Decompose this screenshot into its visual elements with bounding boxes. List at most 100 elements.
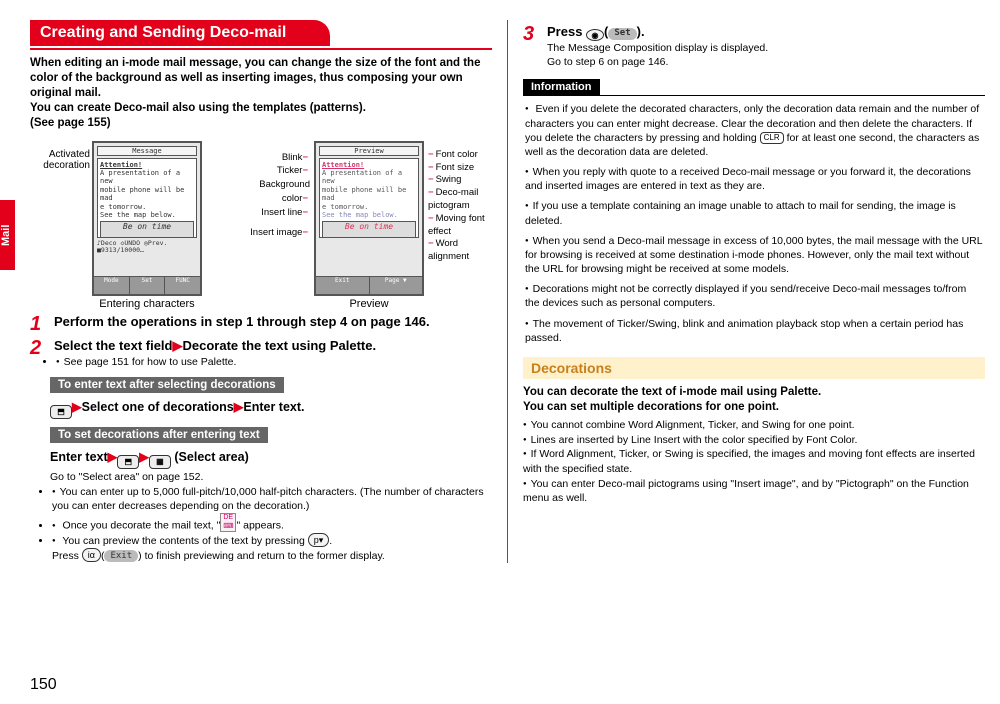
info-item-1: Even if you delete the decorated charact… — [525, 102, 983, 159]
page-number: 150 — [30, 676, 57, 694]
decorations-bullets: You cannot combine Word Alignment, Ticke… — [523, 418, 985, 506]
softkey-exit: Exit — [316, 277, 369, 294]
decorations-heading: Decorations — [523, 357, 985, 379]
section-title: Creating and Sending Deco-mail — [30, 20, 330, 46]
palette-icon: ⬒ — [50, 405, 72, 419]
sub-heading-deco-after-text: To set decorations after entering text — [50, 427, 268, 443]
side-tab-mail: Mail — [0, 200, 15, 270]
decorations-intro: You can decorate the text of i-mode mail… — [523, 385, 985, 416]
screen-line4: See the map below. — [100, 211, 176, 219]
palette-icon-2: ⬒ — [117, 455, 139, 469]
right-column: 3 Press ◉(Set). The Message Composition … — [523, 20, 985, 563]
step-3-note-2: Go to step 6 on page 146. — [547, 55, 768, 69]
screen-topbar-prev: Preview — [319, 146, 419, 156]
softkey-func: FUNC — [164, 277, 200, 294]
column-divider — [507, 20, 508, 563]
sub2-b: (Select area) — [174, 450, 248, 464]
sub2-a: Enter text — [50, 450, 108, 464]
step-3-title: Press ◉(Set). — [547, 24, 768, 41]
step-1-number: 1 — [30, 314, 50, 334]
prev-line4: See the map below. — [322, 211, 398, 219]
caption-preview: Preview — [314, 298, 424, 310]
prev-attn: Attention! — [322, 161, 364, 169]
label-moving-font: Moving font effect — [428, 213, 485, 237]
step-3-number: 3 — [523, 24, 543, 44]
caption-entering: Entering characters — [92, 298, 202, 310]
screen-beon: Be on time — [100, 221, 194, 237]
label-word-align: Word alignment — [428, 238, 469, 262]
label-deco-pictogram: Deco-mail pictogram — [428, 187, 478, 211]
set-label: Set — [608, 28, 636, 40]
step-2: 2 Select the text field▶Decorate the tex… — [30, 338, 492, 369]
exit-label: Exit — [104, 550, 138, 562]
sub1-a: Select one of decorations — [82, 400, 234, 414]
step-1-title: Perform the operations in step 1 through… — [54, 314, 430, 331]
bullet-char-limit: You can enter up to 5,000 full-pitch/10,… — [52, 485, 492, 513]
go-to-select-area: Go to "Select area" on page 152. — [50, 471, 492, 483]
phone-screen-entering: Message Attention! A presentation of a n… — [92, 141, 202, 296]
label-insert-line: Insert line — [261, 207, 302, 218]
screen-footer-left: ♪Deco ◇UNDO ◎Prev. — [97, 239, 167, 247]
step-2-number: 2 — [30, 338, 50, 358]
screen-footer-count: ■9313/10000… — [97, 246, 144, 254]
preview-labels-right: −Font color −Font size −Swing −Deco-mail… — [428, 141, 500, 310]
select-area-icon: ▦ — [149, 455, 171, 469]
info-item-3: If you use a template containing an imag… — [525, 199, 983, 227]
label-ticker: Ticker — [277, 165, 303, 176]
step-3: 3 Press ◉(Set). The Message Composition … — [523, 24, 985, 69]
left-column: Creating and Sending Deco-mail When edit… — [30, 20, 492, 563]
info-item-4: When you send a Deco-mail message in exc… — [525, 234, 983, 277]
intro-text: When editing an i-mode mail message, you… — [30, 56, 492, 131]
label-activated-decoration: Activated decoration — [30, 141, 90, 171]
bullet-decorated-icon: Once you decorate the mail text, "DE⌨" a… — [52, 513, 492, 533]
label-blink: Blink — [282, 152, 303, 163]
step-2-note: See page 151 for how to use Palette. — [56, 355, 376, 369]
step-1: 1 Perform the operations in step 1 throu… — [30, 314, 492, 334]
decor-intro-2: You can set multiple decorations for one… — [523, 400, 985, 416]
prev-beon: Be on time — [322, 221, 416, 237]
ir-key-icon: iα — [82, 548, 101, 562]
info-item-5: Decorations might not be correctly displ… — [525, 282, 983, 310]
step-2-bullets: You can enter up to 5,000 full-pitch/10,… — [50, 485, 492, 563]
softkey-mode: Mode — [94, 277, 129, 294]
information-list: Even if you delete the decorated charact… — [523, 102, 985, 345]
info-item-6: The movement of Ticker/Swing, blink and … — [525, 317, 983, 345]
info-item-2: When you reply with quote to a received … — [525, 165, 983, 193]
center-key-icon: ◉ — [586, 29, 604, 41]
step-2-title-a: Select the text field — [54, 338, 172, 353]
decomail-indicator-icon: DE⌨ — [220, 513, 236, 532]
sub-heading-enter-after-deco: To enter text after selecting decoration… — [50, 377, 284, 393]
decor-intro-1: You can decorate the text of i-mode mail… — [523, 385, 985, 401]
sub-step-2: Enter text▶⬒▶▦ (Select area) — [50, 447, 492, 469]
label-insert-image: Insert image — [250, 227, 302, 238]
prev-line1: A presentation of a new — [322, 169, 402, 185]
label-font-size: Font size — [436, 162, 475, 173]
screen-line1: A presentation of a new — [100, 169, 180, 185]
decor-bullet-4: You can enter Deco-mail pictograms using… — [523, 477, 985, 506]
sub-step-1: ⬒▶Select one of decorations▶Enter text. — [50, 397, 492, 419]
screen-topbar: Message — [97, 146, 197, 156]
prev-line3: e tomorrow. — [322, 203, 368, 211]
decor-bullet-3: If Word Alignment, Ticker, or Swing is s… — [523, 447, 985, 476]
label-font-color: Font color — [436, 149, 478, 160]
step-3-note-1: The Message Composition display is displ… — [547, 41, 768, 55]
screen-attn: Attention! — [100, 161, 142, 169]
decor-bullet-1: You cannot combine Word Alignment, Ticke… — [523, 418, 985, 433]
label-swing: Swing — [436, 174, 462, 185]
information-heading: Information — [523, 79, 600, 95]
prev-line2: mobile phone will be mad — [322, 186, 406, 202]
step-2-title-b: Decorate the text using Palette. — [182, 338, 376, 353]
sub1-b: Enter text. — [243, 400, 304, 414]
softkey-page: Page ▼ — [369, 277, 423, 294]
title-underline — [30, 48, 492, 50]
preview-key-icon: p▾ — [308, 533, 330, 547]
screen-line2: mobile phone will be mad — [100, 186, 184, 202]
step-2-title: Select the text field▶Decorate the text … — [54, 338, 376, 355]
preview-labels-left: Blink− Ticker− Background color− Insert … — [242, 141, 310, 310]
screen-line3: e tomorrow. — [100, 203, 146, 211]
decor-bullet-2: Lines are inserted by Line Insert with t… — [523, 433, 985, 448]
clr-key-icon: CLR — [760, 132, 784, 145]
step-2-note-list: See page 151 for how to use Palette. — [54, 355, 376, 369]
bullet-preview: You can preview the contents of the text… — [52, 533, 492, 563]
screenshots-row: Activated decoration Message Attention! … — [30, 141, 492, 310]
